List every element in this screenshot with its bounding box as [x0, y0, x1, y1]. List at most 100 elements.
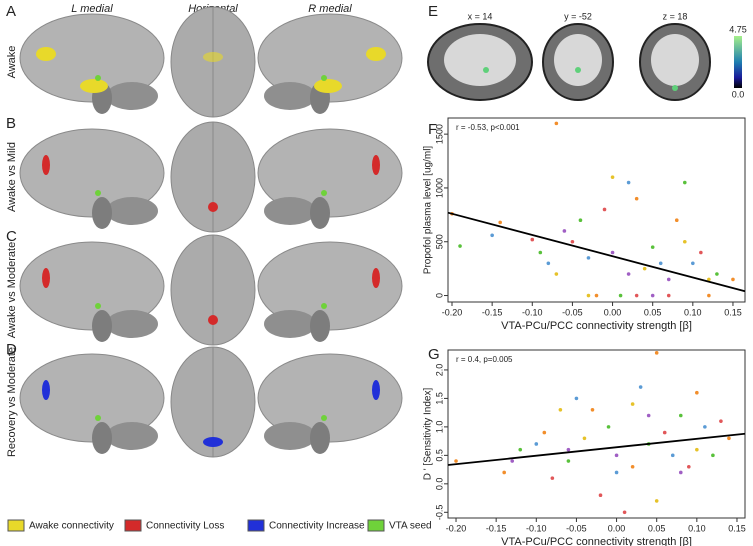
- vta-seed: [95, 190, 101, 196]
- annotation: r = -0.53, p<0.001: [456, 123, 520, 132]
- point: [719, 419, 723, 423]
- point: [586, 293, 591, 298]
- vta-seed: [321, 415, 327, 421]
- point: [598, 493, 603, 498]
- legend-label: Awake connectivity: [29, 521, 114, 532]
- y-tick-label: 0.0: [434, 478, 444, 491]
- x-tick-label: 0.00: [604, 307, 622, 317]
- row-label: Awake vs Mild: [6, 142, 18, 212]
- point: [666, 293, 671, 298]
- point: [678, 413, 683, 418]
- point: [490, 233, 494, 238]
- legend-label: Connectivity Increase: [269, 521, 365, 532]
- y-tick-label: -0.5: [434, 505, 444, 521]
- point: [678, 470, 683, 475]
- point: [638, 385, 643, 389]
- cerebellum: [106, 197, 158, 225]
- activation: [372, 380, 380, 400]
- x-tick-label: -0.20: [446, 523, 467, 533]
- slice-label: x = 14: [468, 11, 493, 21]
- cerebellum: [106, 422, 158, 450]
- point: [707, 293, 711, 298]
- point: [695, 447, 699, 452]
- point: [731, 277, 735, 282]
- point: [626, 272, 631, 276]
- colorbar: [734, 36, 742, 88]
- activation: [42, 380, 50, 400]
- brain-lateral: [257, 13, 403, 103]
- column-header: L medial: [71, 3, 113, 15]
- cerebellum: [264, 422, 316, 450]
- activation: [314, 79, 342, 93]
- y-tick-label: 1.0: [434, 421, 444, 434]
- panel-letter: G: [428, 346, 440, 363]
- point: [554, 121, 559, 126]
- point: [699, 250, 703, 255]
- point: [715, 272, 719, 276]
- point: [634, 293, 639, 298]
- panel-letter: D: [6, 341, 17, 358]
- slice-activation: [575, 67, 581, 73]
- point: [570, 239, 575, 244]
- activation: [208, 315, 218, 325]
- vta-seed: [321, 303, 327, 309]
- point: [687, 464, 691, 469]
- point: [502, 470, 506, 475]
- cerebellum: [264, 310, 316, 338]
- brain-lateral: [19, 128, 165, 218]
- slice-label: y = -52: [564, 11, 592, 21]
- activation: [372, 268, 380, 288]
- x-tick-label: 0.00: [608, 523, 626, 533]
- point: [602, 207, 607, 212]
- colorbar-max: 4.75: [729, 24, 747, 34]
- point: [610, 250, 615, 255]
- x-tick-label: 0.15: [724, 307, 742, 317]
- point: [510, 459, 515, 463]
- point: [594, 293, 599, 298]
- point: [666, 277, 671, 282]
- x-tick-label: -0.15: [482, 307, 503, 317]
- annotation: r = 0.4, p=0.005: [456, 355, 513, 364]
- point: [518, 447, 523, 452]
- point: [610, 175, 615, 179]
- legend-swatch: [7, 519, 25, 532]
- x-tick-label: -0.05: [566, 523, 587, 533]
- brainstem: [92, 197, 112, 229]
- point: [614, 470, 619, 475]
- point: [458, 244, 462, 248]
- x-tick-label: -0.10: [522, 307, 543, 317]
- point: [546, 261, 551, 266]
- brainstem: [92, 422, 112, 454]
- y-tick-label: 1.5: [434, 392, 444, 405]
- x-axis-label: VTA-PCu/PCC connectivity strength [β]: [501, 536, 692, 546]
- activation: [36, 47, 56, 61]
- slice-wm: [444, 34, 516, 86]
- point: [574, 396, 579, 401]
- y-tick-label: 1000: [434, 178, 444, 198]
- point: [566, 459, 571, 463]
- fit-line: [447, 211, 746, 293]
- activation: [366, 47, 386, 61]
- colorbar-min: 0.0: [732, 89, 745, 99]
- point: [642, 266, 647, 271]
- column-header: R medial: [308, 3, 352, 15]
- point: [586, 256, 591, 260]
- vta-seed: [321, 75, 327, 81]
- panel-letter: B: [6, 115, 16, 132]
- point: [695, 390, 699, 395]
- plot-frame: [447, 349, 746, 519]
- legend-swatch: [247, 519, 265, 532]
- point: [654, 499, 659, 503]
- point: [626, 180, 631, 185]
- brainstem: [310, 422, 330, 454]
- brain-lateral: [19, 13, 165, 103]
- point: [562, 229, 567, 233]
- activation: [208, 202, 218, 212]
- y-tick-label: 1500: [434, 124, 444, 144]
- activation: [372, 155, 380, 175]
- brain-lateral: [19, 241, 165, 331]
- panel-letter: C: [6, 228, 17, 245]
- legend-swatch: [367, 519, 385, 532]
- slice-activation: [483, 67, 489, 73]
